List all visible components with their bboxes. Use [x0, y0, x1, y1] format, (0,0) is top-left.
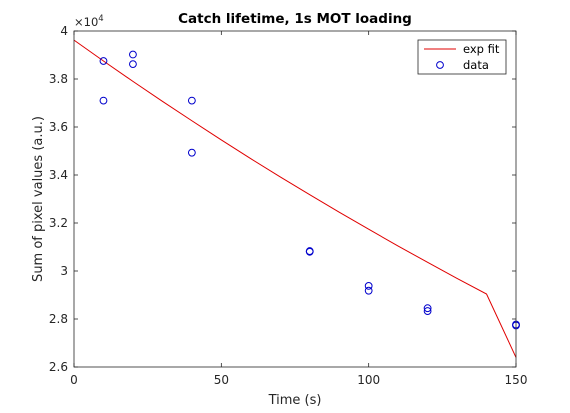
- y-tick-label: 3.2: [49, 216, 68, 230]
- y-exponent-label: ×104: [74, 14, 104, 29]
- y-axis-label: Sum of pixel values (a.u.): [31, 116, 46, 282]
- x-tick-label: 0: [70, 373, 78, 387]
- points-layer: [99, 50, 520, 330]
- data-point: [423, 304, 432, 313]
- x-axis-label: Time (s): [268, 393, 322, 408]
- data-point: [187, 96, 196, 105]
- y-tick-label: 3.6: [49, 120, 68, 134]
- chart-title: Catch lifetime, 1s MOT loading: [178, 11, 412, 27]
- ticks-layer: [73, 30, 517, 368]
- data-point: [99, 96, 108, 105]
- fit-layer: [73, 39, 517, 358]
- y-tick-label: 2.8: [49, 312, 68, 326]
- ticklabels-layer: 0 50 100 150 2.6 2.8 3 3.2 3.4 3.6 3.8 4: [49, 24, 528, 387]
- data-point: [423, 307, 432, 315]
- legend-box: [417, 39, 507, 75]
- data-point: [364, 281, 373, 290]
- x-tick-label: 100: [357, 373, 380, 387]
- y-tick-label: 3.8: [49, 72, 68, 86]
- y-tick-label: 3.4: [49, 168, 68, 182]
- y-tick-label: 3: [60, 264, 68, 278]
- data-point: [99, 57, 108, 65]
- x-tick-label: 150: [505, 373, 528, 387]
- y-tick-label: 4: [60, 24, 68, 38]
- x-tick-label: 50: [214, 373, 229, 387]
- legend-label-exp-fit: exp fit: [463, 42, 500, 56]
- data-point: [129, 50, 137, 59]
- legend-label-data: data: [463, 58, 489, 72]
- y-exponent-base: ×10: [74, 15, 98, 29]
- legend-swatch-data: [436, 61, 444, 69]
- plot-frame: [73, 30, 517, 368]
- plot-area: [74, 31, 516, 367]
- data-point: [305, 247, 314, 256]
- data-point: [129, 60, 137, 69]
- y-exponent-power: 4: [98, 14, 103, 24]
- fit-line: [73, 39, 517, 358]
- data-point: [364, 286, 373, 295]
- y-tick-label: 2.6: [49, 360, 68, 374]
- data-point: [187, 148, 196, 157]
- legend: exp fit data: [417, 39, 507, 75]
